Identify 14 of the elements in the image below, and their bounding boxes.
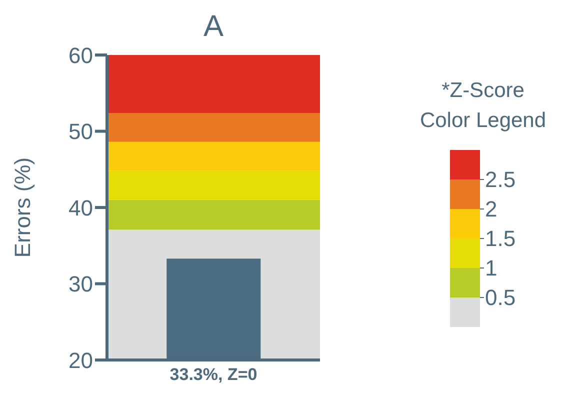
y-tick-label: 30 (68, 272, 93, 297)
y-axis-title: Errors (%) (10, 157, 35, 258)
y-tick-label: 20 (68, 348, 93, 373)
color-bar-label: 0.5 (485, 285, 516, 310)
x-tick-label: 33.3%, Z=0 (170, 365, 258, 384)
chart-title: A (202, 10, 224, 44)
y-tick-label: 60 (68, 42, 93, 68)
y-tick-label: 50 (68, 119, 93, 144)
color-bar-label: 1 (485, 256, 498, 281)
y-tick-label: 40 (68, 195, 93, 220)
color-bar-label: 1.5 (485, 226, 516, 252)
color-bar-label: 2 (485, 196, 498, 222)
color-bar-title: *Z-Score Color Legend (418, 78, 548, 134)
color-bar-label: 2.5 (485, 167, 516, 192)
